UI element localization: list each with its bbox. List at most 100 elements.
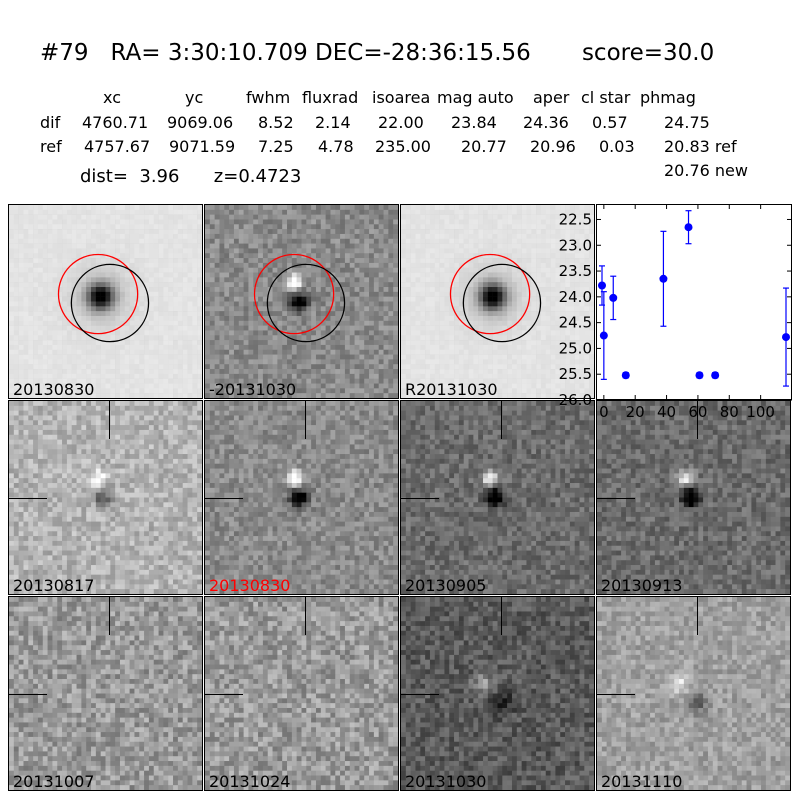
table-cell: 23.84 [451,113,497,132]
candidate-title: #79 RA= 3:30:10.709 DEC=-28:36:15.56 sco… [40,40,715,66]
row-label: ref [40,137,62,156]
panel-date-label: 20131007 [13,772,95,791]
panel-date-label: 20131024 [209,772,291,791]
panel-date-label: -20131030 [209,380,297,399]
cutout-image [9,401,202,594]
x-tick-label: 60 [688,403,707,421]
table-cell: 8.52 [258,113,294,132]
cutout-panel: 20130817 [8,400,203,595]
table-cell: 7.25 [258,137,294,156]
crosshair-tick-vertical [109,401,110,439]
panel-date-label: 20130830 [13,380,95,399]
column-header: phmag [640,88,696,107]
crosshair-tick-horizontal [597,694,635,695]
dif-aperture-circle [266,263,346,343]
cutout-panel: 20130830 [8,204,203,399]
data-point [598,281,606,290]
data-point [695,371,704,380]
table-cell: 22.00 [378,113,424,132]
column-header: yc [185,88,204,107]
crosshair-tick-horizontal [401,498,439,499]
cutout-panel: 20131024 [204,596,399,791]
y-tick-label: 26.0 [559,391,592,409]
table-cell: 2.14 [315,113,351,132]
table-cell: 24.75 [664,113,710,132]
table-cell: 0.57 [592,113,628,132]
cutout-image [9,597,202,790]
cutout-panel: 20130830 [204,400,399,595]
x-tick-label: 20 [626,403,645,421]
crosshair-tick-vertical [697,401,698,439]
table-cell: 4.78 [318,137,354,156]
cutout-panel: 20131110 [596,596,791,791]
ref-aperture-circle [449,253,531,335]
data-point [684,223,693,232]
new-mag: 20.76 new [664,161,748,180]
y-tick-label: 22.5 [559,210,592,228]
data-point [782,333,790,342]
cutout-image [205,205,398,398]
table-cell: 9071.59 [169,137,236,156]
crosshair-tick-vertical [501,401,502,439]
crosshair-tick-vertical [501,597,502,635]
y-tick-label: 24.0 [559,288,592,306]
panel-date-label: R20131030 [405,380,498,399]
cutout-panel: 20131030 [400,596,595,791]
data-point [609,293,618,302]
ref-aperture-circle [57,253,139,335]
panel-date-label: 20131030 [405,772,487,791]
cutout-image [401,597,594,790]
panel-date-label: 20130905 [405,576,487,595]
crosshair-tick-horizontal [9,498,47,499]
crosshair-tick-horizontal [597,498,635,499]
cutout-panel: R20131030 [400,204,595,399]
row-label: dif [40,113,61,132]
column-header: fwhm [246,88,291,107]
cutout-panel: 20130913 [596,400,791,595]
column-header: isoarea [372,88,431,107]
crosshair-tick-vertical [305,597,306,635]
panel-date-label: 20130830 [209,576,291,595]
crosshair-tick-horizontal [205,694,243,695]
crosshair-tick-horizontal [205,498,243,499]
dif-aperture-circle [462,263,542,343]
cutout-image [401,205,594,398]
cutout-image [597,401,790,594]
light-curve-frame [596,204,792,400]
crosshair-tick-horizontal [9,694,47,695]
data-point [711,371,720,380]
data-point [599,331,608,340]
crosshair-tick-vertical [109,597,110,635]
cutout-panel: 20131007 [8,596,203,791]
cutout-image [205,401,398,594]
y-tick-label: 23.0 [559,236,592,254]
x-tick-label: 100 [746,403,775,421]
x-tick-label: 80 [720,403,739,421]
cutout-image [597,597,790,790]
panel-date-label: 20131110 [601,772,683,791]
column-header: cl star [581,88,631,107]
column-header: xc [103,88,121,107]
table-cell: 0.03 [599,137,635,156]
y-tick-label: 25.5 [559,365,592,383]
table-cell: 24.36 [523,113,569,132]
table-cell: 20.77 [461,137,507,156]
table-cell: 4757.67 [84,137,151,156]
panel-date-label: 20130913 [601,576,683,595]
column-header: aper [533,88,570,107]
crosshair-tick-vertical [305,401,306,439]
ref-aperture-circle [253,253,335,335]
cutout-panel: 20130905 [400,400,595,595]
y-tick-label: 23.5 [559,262,592,280]
table-cell: 9069.06 [167,113,234,132]
x-tick-label: 40 [657,403,676,421]
column-header: mag auto [437,88,514,107]
distance-redshift: dist= 3.96 z=0.4723 [80,166,302,187]
panel-date-label: 20130817 [13,576,95,595]
cutout-panel: -20131030 [204,204,399,399]
table-cell: 235.00 [375,137,431,156]
cutout-image [401,401,594,594]
x-tick-label: 0 [599,403,609,421]
table-cell: 20.96 [530,137,576,156]
table-cell: 4760.71 [82,113,149,132]
